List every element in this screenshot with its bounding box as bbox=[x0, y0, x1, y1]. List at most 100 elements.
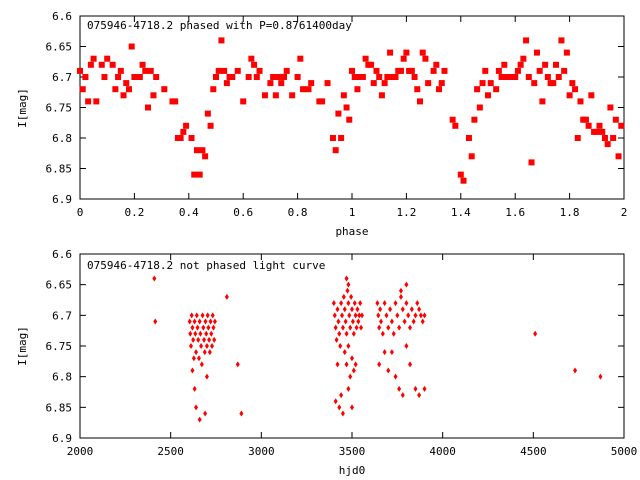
data-point bbox=[398, 293, 403, 300]
x-tick-label: 1.6 bbox=[505, 206, 525, 219]
data-point bbox=[585, 122, 592, 129]
y-tick-label: 6.75 bbox=[46, 102, 73, 115]
x-tick-label: 3000 bbox=[248, 445, 275, 458]
data-point bbox=[337, 404, 342, 411]
data-point bbox=[345, 287, 350, 294]
data-point bbox=[194, 312, 199, 319]
data-point bbox=[550, 80, 557, 87]
data-point bbox=[161, 86, 168, 93]
data-point bbox=[194, 349, 199, 356]
data-point bbox=[415, 300, 420, 307]
data-point bbox=[346, 343, 351, 349]
data-point bbox=[202, 349, 207, 356]
y-tick-label: 6.7 bbox=[52, 71, 72, 84]
data-point bbox=[425, 80, 432, 87]
data-point bbox=[188, 330, 193, 337]
data-point bbox=[474, 86, 481, 93]
data-point bbox=[172, 98, 179, 105]
data-point bbox=[193, 147, 200, 154]
data-point bbox=[191, 171, 198, 178]
data-point bbox=[270, 74, 277, 80]
data-point bbox=[373, 67, 380, 74]
data-point bbox=[283, 67, 290, 74]
x-tick-label: 0.4 bbox=[179, 206, 199, 219]
data-point bbox=[183, 122, 190, 129]
data-point bbox=[354, 86, 361, 93]
data-point bbox=[388, 306, 393, 313]
data-point bbox=[573, 367, 578, 374]
data-point bbox=[200, 312, 205, 319]
data-point bbox=[563, 49, 570, 56]
x-tick-label: 4000 bbox=[429, 445, 456, 458]
data-point bbox=[378, 306, 383, 313]
data-point bbox=[300, 86, 307, 93]
data-point bbox=[347, 312, 352, 319]
y-tick-label: 6.9 bbox=[52, 193, 72, 206]
data-point bbox=[441, 67, 448, 74]
data-point bbox=[544, 74, 551, 80]
data-point bbox=[331, 300, 336, 307]
data-point bbox=[342, 306, 347, 313]
data-point bbox=[531, 80, 538, 87]
data-point bbox=[308, 80, 315, 87]
data-point bbox=[406, 312, 411, 319]
data-point bbox=[533, 49, 540, 56]
data-point bbox=[93, 98, 100, 105]
data-point bbox=[387, 49, 394, 56]
data-point bbox=[77, 67, 83, 74]
data-point bbox=[112, 86, 119, 93]
data-point bbox=[382, 300, 387, 307]
y-tick-label: 6.65 bbox=[46, 279, 73, 292]
data-point bbox=[377, 361, 382, 368]
data-point bbox=[203, 318, 208, 325]
data-point bbox=[536, 67, 543, 74]
data-point bbox=[329, 135, 336, 141]
data-point bbox=[542, 61, 549, 68]
data-point bbox=[359, 312, 364, 319]
data-point bbox=[332, 147, 339, 154]
y-tick-label: 6.85 bbox=[46, 401, 73, 414]
data-point bbox=[346, 300, 351, 307]
data-point bbox=[468, 153, 475, 160]
data-point bbox=[191, 355, 196, 362]
data-point bbox=[245, 74, 252, 80]
data-point bbox=[577, 98, 584, 105]
data-point bbox=[370, 80, 377, 87]
data-point bbox=[409, 306, 414, 313]
data-point bbox=[205, 312, 210, 319]
data-point bbox=[337, 330, 342, 337]
data-point bbox=[85, 98, 92, 105]
data-point bbox=[203, 410, 208, 417]
data-point bbox=[190, 324, 195, 331]
data-point bbox=[196, 336, 201, 343]
data-point bbox=[348, 373, 353, 380]
data-point bbox=[199, 147, 206, 154]
data-point bbox=[417, 306, 422, 313]
data-point bbox=[139, 61, 146, 68]
data-point bbox=[197, 416, 202, 423]
data-point bbox=[498, 74, 505, 80]
panel-title: 075946-4718.2 phased with P=0.8761400day bbox=[87, 19, 352, 32]
data-point bbox=[465, 135, 472, 141]
data-point bbox=[357, 312, 362, 319]
data-point bbox=[346, 385, 351, 392]
data-point bbox=[115, 74, 122, 80]
data-point bbox=[482, 67, 489, 74]
data-point bbox=[104, 55, 111, 62]
data-point bbox=[378, 92, 385, 99]
y-tick-label: 6.65 bbox=[46, 41, 73, 54]
data-point bbox=[404, 343, 409, 349]
x-tick-label: 4500 bbox=[520, 445, 547, 458]
x-axis-label: phase bbox=[335, 225, 368, 238]
data-point bbox=[201, 324, 206, 331]
data-point bbox=[512, 74, 519, 80]
data-point bbox=[218, 37, 225, 44]
data-point bbox=[413, 312, 418, 319]
data-point bbox=[223, 80, 230, 87]
x-tick-label: 1.4 bbox=[451, 206, 471, 219]
data-points bbox=[152, 275, 603, 423]
data-point bbox=[117, 67, 124, 74]
data-point bbox=[418, 312, 423, 319]
data-point bbox=[210, 86, 217, 93]
data-point bbox=[457, 171, 464, 178]
